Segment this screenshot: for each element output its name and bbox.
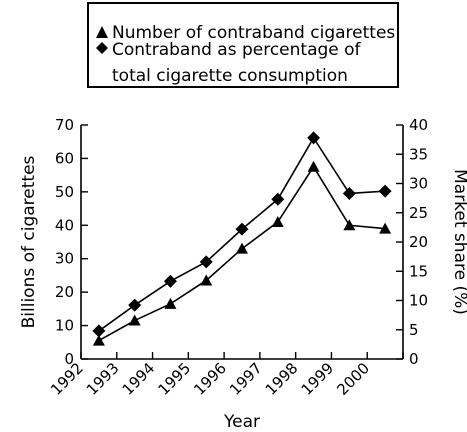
- triangle-point: [92, 334, 105, 346]
- y-left-tick-label: 10: [55, 317, 74, 335]
- y-right-tick-label: 10: [409, 292, 428, 310]
- triangle-point: [379, 222, 392, 234]
- y-left-tick-label: 60: [55, 149, 74, 167]
- y-right-tick-label: 20: [409, 233, 428, 251]
- x-tick-label: 1997: [226, 359, 266, 399]
- y-left-tick-label: 50: [55, 183, 74, 201]
- y-right-tick-label: 25: [409, 204, 428, 222]
- legend: Number of contraband cigarettes Contraba…: [87, 2, 399, 88]
- y-left-tick-label: 30: [55, 250, 74, 268]
- triangle-point: [200, 274, 213, 286]
- y-right-tick-label: 30: [409, 175, 428, 193]
- x-tick-label: 1998: [262, 359, 302, 399]
- diamond-point: [235, 222, 249, 236]
- x-tick-label: 1992: [47, 359, 87, 399]
- x-axis-title: Year: [223, 412, 260, 432]
- y-left-tick-label: 20: [55, 283, 74, 301]
- series: [92, 131, 392, 346]
- x-tick-label: 2000: [333, 359, 373, 399]
- axes: 0102030405060700510152025303540199219931…: [47, 116, 428, 399]
- triangle-point: [343, 219, 356, 231]
- x-tick-label: 1994: [119, 359, 159, 399]
- y-axis-right-title: Market share (%): [450, 169, 467, 315]
- y-right-tick-label: 35: [409, 145, 428, 163]
- y-right-tick-label: 5: [409, 321, 419, 339]
- y-left-tick-label: 70: [55, 116, 74, 134]
- y-axis-left-title: Billions of cigarettes: [19, 155, 39, 328]
- diamond-point: [163, 274, 177, 288]
- triangle-point: [164, 297, 177, 309]
- diamond-point: [199, 255, 213, 269]
- legend-label-series-2-line-2: total cigarette consumption: [112, 66, 348, 86]
- legend-triangle-marker: [96, 26, 108, 38]
- y-left-tick-label: 40: [55, 216, 74, 234]
- series-1-line: [98, 165, 386, 342]
- legend-label-series-2-line-1: Contraband as percentage of: [112, 40, 362, 60]
- diamond-point: [378, 184, 392, 198]
- x-tick-label: 1996: [190, 359, 230, 399]
- triangle-point: [271, 215, 284, 227]
- legend-diamond-marker: [96, 42, 108, 54]
- diamond-point: [271, 192, 285, 206]
- diamond-point: [307, 131, 321, 145]
- legend-box: [87, 2, 399, 88]
- triangle-point: [236, 242, 248, 254]
- triangle-point: [307, 160, 320, 172]
- diamond-point: [128, 298, 142, 312]
- y-right-tick-label: 40: [409, 116, 428, 134]
- x-tick-label: 1995: [154, 359, 194, 399]
- x-tick-label: 1999: [298, 359, 338, 399]
- triangle-point: [128, 314, 141, 326]
- y-right-tick-label: 0: [409, 350, 419, 368]
- y-left-tick-label: 0: [64, 350, 74, 368]
- diamond-point: [342, 186, 356, 200]
- x-tick-label: 1993: [83, 359, 123, 399]
- diamond-point: [92, 324, 106, 338]
- y-right-tick-label: 15: [409, 262, 428, 280]
- legend-label-series-1: Number of contraband cigarettes: [112, 23, 395, 43]
